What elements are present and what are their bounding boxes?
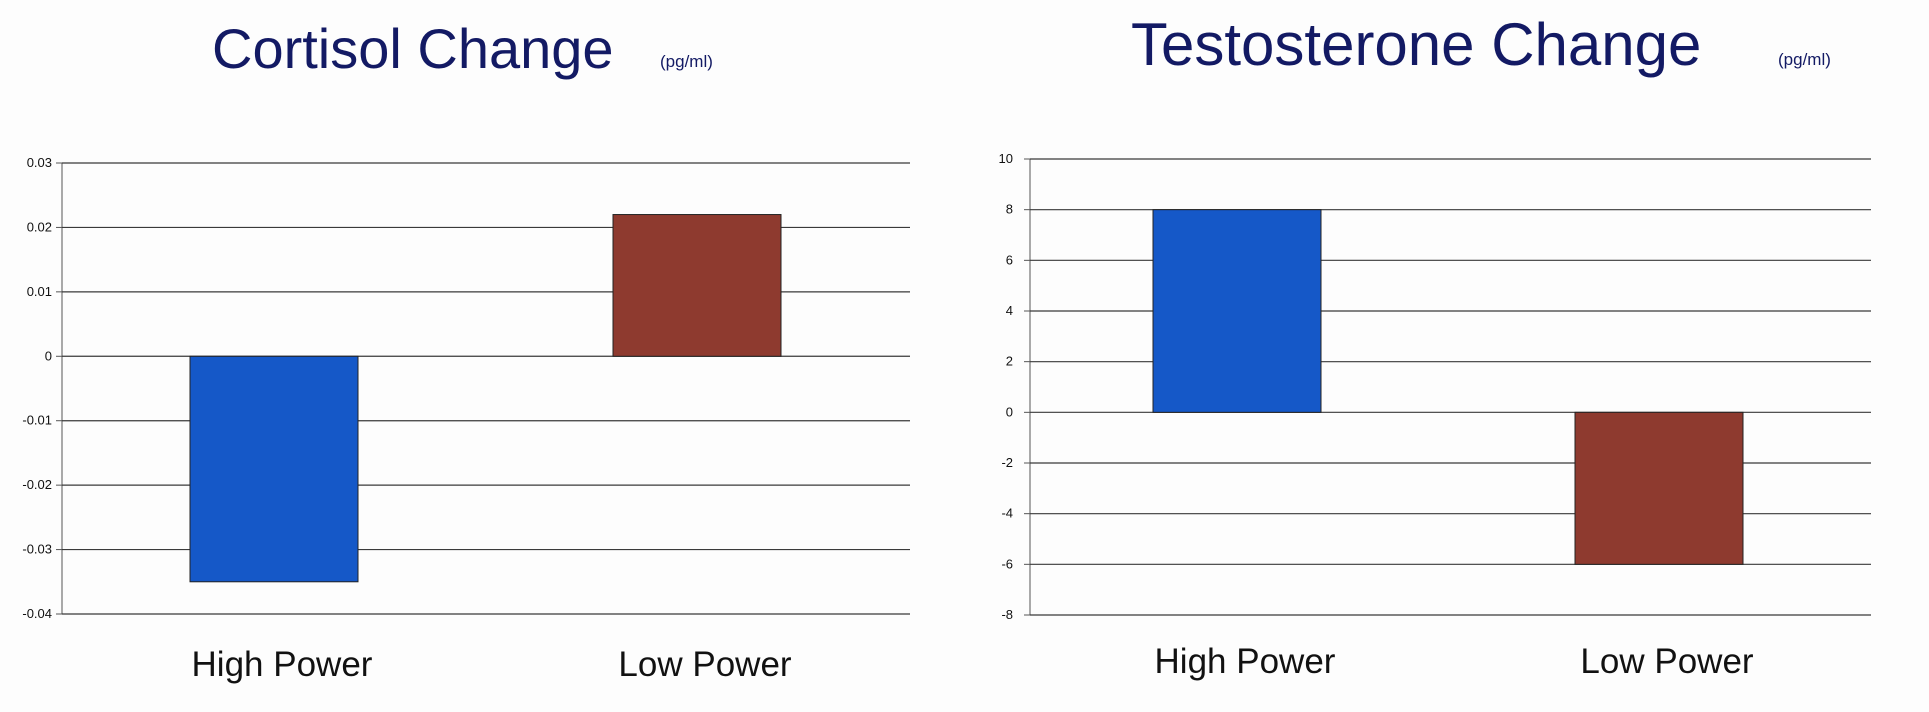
testosterone-y-tick-label: 6 (1006, 252, 1013, 267)
testosterone-y-tick-label: 8 (1006, 202, 1013, 217)
cortisol-chart: Cortisol Change (pg/ml) 0.03 0.02 0.01 0 -0.… (22, 17, 910, 684)
testosterone-y-tick-label: 4 (1006, 303, 1013, 318)
cortisol-y-tick-label: 0.03 (27, 155, 52, 170)
cortisol-category-label: Low Power (618, 645, 791, 684)
testosterone-y-tick-label: -6 (1001, 556, 1013, 571)
testosterone-category-label: High Power (1155, 642, 1336, 681)
cortisol-chart-title: Cortisol Change (212, 17, 614, 80)
cortisol-y-tick-label: 0.02 (27, 219, 52, 234)
testosterone-chart-title-unit: (pg/ml) (1778, 50, 1831, 69)
cortisol-y-tick-label: 0 (45, 348, 52, 363)
testosterone-chart: Testosterone Change (pg/ml) 10 8 6 4 2 0 -2 -4 -… (999, 11, 1871, 681)
testosterone-bar-low-power (1574, 411, 1744, 565)
testosterone-category-label: Low Power (1580, 642, 1753, 681)
cortisol-y-tick-label: -0.01 (22, 413, 52, 428)
cortisol-category-label: High Power (192, 645, 373, 684)
cortisol-y-tick-label: -0.02 (22, 477, 52, 492)
testosterone-y-tick-label: 2 (1006, 354, 1013, 369)
testosterone-bar-high-power (1152, 209, 1322, 413)
testosterone-y-tick-label: 0 (1006, 404, 1013, 419)
cortisol-y-tick-label: 0.01 (27, 284, 52, 299)
testosterone-y-tick-label: -4 (1001, 506, 1013, 521)
testosterone-chart-title: Testosterone Change (1131, 11, 1701, 78)
cortisol-bar-low-power (612, 214, 782, 357)
testosterone-y-tick-label: -2 (1001, 455, 1013, 470)
cortisol-y-tick-label: -0.03 (22, 542, 52, 557)
testosterone-y-tick-label: 10 (999, 151, 1013, 166)
cortisol-bar-high-power (189, 355, 359, 583)
testosterone-y-tick-label: -8 (1001, 607, 1013, 622)
cortisol-y-tick-label: -0.04 (22, 606, 52, 621)
cortisol-chart-title-unit: (pg/ml) (660, 52, 713, 71)
